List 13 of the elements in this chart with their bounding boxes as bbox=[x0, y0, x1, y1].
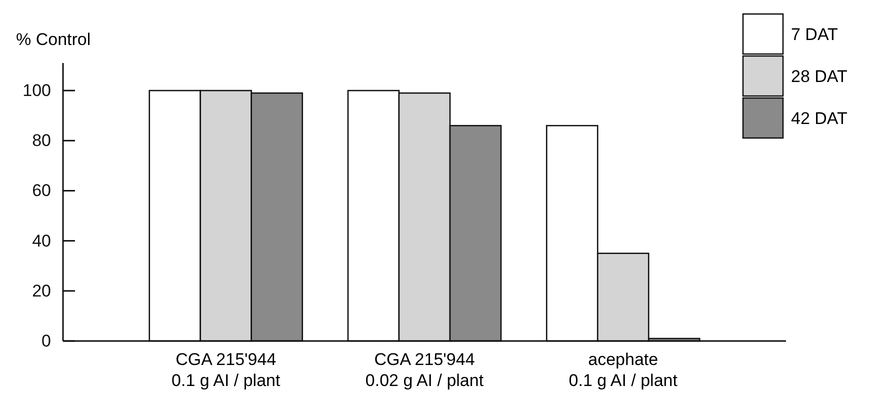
x-tick-label: CGA 215'944 0.1 g AI / plant bbox=[172, 350, 280, 390]
y-tick-label: 100 bbox=[22, 80, 51, 100]
x-tick-label: CGA 215'944 0.02 g AI / plant bbox=[365, 350, 484, 390]
y-tick-label: 40 bbox=[32, 231, 51, 250]
y-tick-label: 0 bbox=[42, 331, 51, 350]
legend-label: 7 DAT bbox=[791, 25, 838, 44]
y-axis-title: % Control bbox=[16, 30, 91, 49]
y-tick-label: 20 bbox=[32, 281, 51, 300]
y-tick-label: 60 bbox=[32, 181, 51, 200]
legend-label: 42 DAT bbox=[791, 109, 848, 128]
y-tick-label: 80 bbox=[32, 131, 51, 150]
x-tick-label: acephate 0.1 g AI / plant bbox=[568, 350, 678, 390]
legend-label: 28 DAT bbox=[791, 67, 848, 86]
